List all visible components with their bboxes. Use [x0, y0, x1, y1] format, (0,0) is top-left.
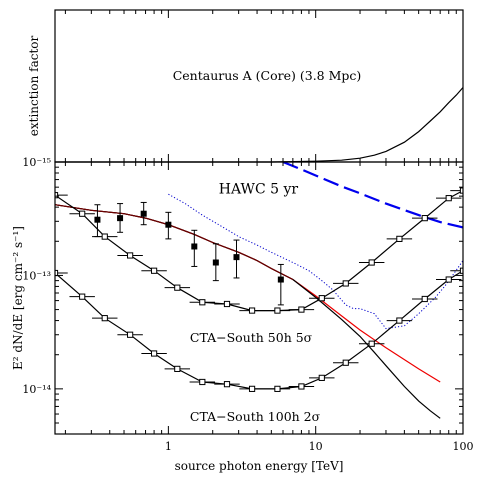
sensitivity-point: [342, 280, 349, 287]
bottom-panel-frame: [54, 161, 464, 435]
sensitivity-point: [174, 284, 181, 291]
extinction-panel: extinction factor Centaurus A (Core) (3.…: [22, 9, 464, 169]
series-line-1: [168, 193, 463, 330]
bottom-x-axis-title: source photon energy [TeV]: [175, 459, 344, 473]
sensitivity-point: [79, 293, 86, 300]
sensitivity-point: [150, 267, 158, 274]
top-y-axis-title: extinction factor: [27, 35, 41, 136]
sensitivity-point: [150, 350, 158, 357]
top-y-tick-label: 10⁻¹⁵: [22, 156, 51, 169]
sensitivity-point: [396, 317, 403, 324]
cta-50h-label: CTA−South 50h 5σ: [190, 330, 313, 345]
data-point: [94, 216, 101, 223]
hawc-label: HAWC 5 yr: [219, 181, 299, 197]
series-line-5: [55, 190, 463, 312]
bottom-x-tick-label: 1: [165, 440, 172, 453]
extinction-curve: [55, 87, 464, 163]
bottom-y-axis-title: E² dN/dE [erg cm⁻² s⁻¹]: [11, 226, 25, 370]
sed-panel: 1 10 100 10⁻¹⁴ 10⁻¹³ source photon energy [T…: [11, 161, 474, 473]
sensitivity-point: [396, 235, 403, 242]
sensitivity-point: [445, 276, 452, 283]
source-annotation: Centaurus A (Core) (3.8 Mpc): [173, 68, 362, 83]
sensitivity-point: [223, 381, 231, 388]
series-line-0: [282, 162, 463, 229]
sensitivity-point: [368, 340, 375, 347]
sensitivity-point: [199, 378, 206, 386]
sensitivity-point: [248, 385, 256, 392]
data-point: [140, 210, 147, 217]
sensitivity-point: [298, 383, 305, 390]
sensitivity-point: [101, 315, 108, 322]
data-point: [191, 243, 198, 250]
bottom-x-tick-label: 10: [309, 440, 323, 453]
sensitivity-point: [248, 307, 256, 314]
sensitivity-point: [318, 374, 325, 381]
data-point: [165, 221, 172, 228]
sensitivity-point: [199, 299, 206, 306]
bottom-x-tick-label: 100: [453, 440, 474, 453]
cta-100h-label: CTA−South 100h 2σ: [190, 409, 321, 424]
sensitivity-point: [274, 307, 281, 314]
data-point: [212, 259, 219, 266]
series-line-2: [55, 204, 441, 383]
series-line-4: [55, 204, 294, 281]
sensitivity-point: [174, 365, 181, 372]
sensitivity-point: [101, 233, 108, 240]
sensitivity-point: [223, 300, 231, 308]
data-point: [233, 254, 240, 261]
sensitivity-point: [318, 295, 325, 302]
sensitivity-point: [421, 215, 428, 222]
sensitivity-point: [127, 331, 134, 338]
data-point: [117, 215, 124, 222]
sensitivity-point: [274, 385, 281, 392]
bottom-y-tick-label: 10⁻¹³: [22, 269, 51, 282]
data-point: [277, 276, 284, 283]
sensitivity-point: [298, 306, 305, 313]
sensitivity-point: [421, 295, 428, 303]
sensitivity-point: [79, 210, 86, 217]
top-panel-frame: [54, 9, 464, 163]
sensitivity-point: [342, 359, 349, 366]
sensitivity-point: [445, 195, 452, 202]
sensitivity-point: [368, 259, 375, 266]
sensitivity-point: [127, 252, 134, 259]
bottom-y-tick-label: 10⁻¹⁴: [22, 383, 51, 396]
